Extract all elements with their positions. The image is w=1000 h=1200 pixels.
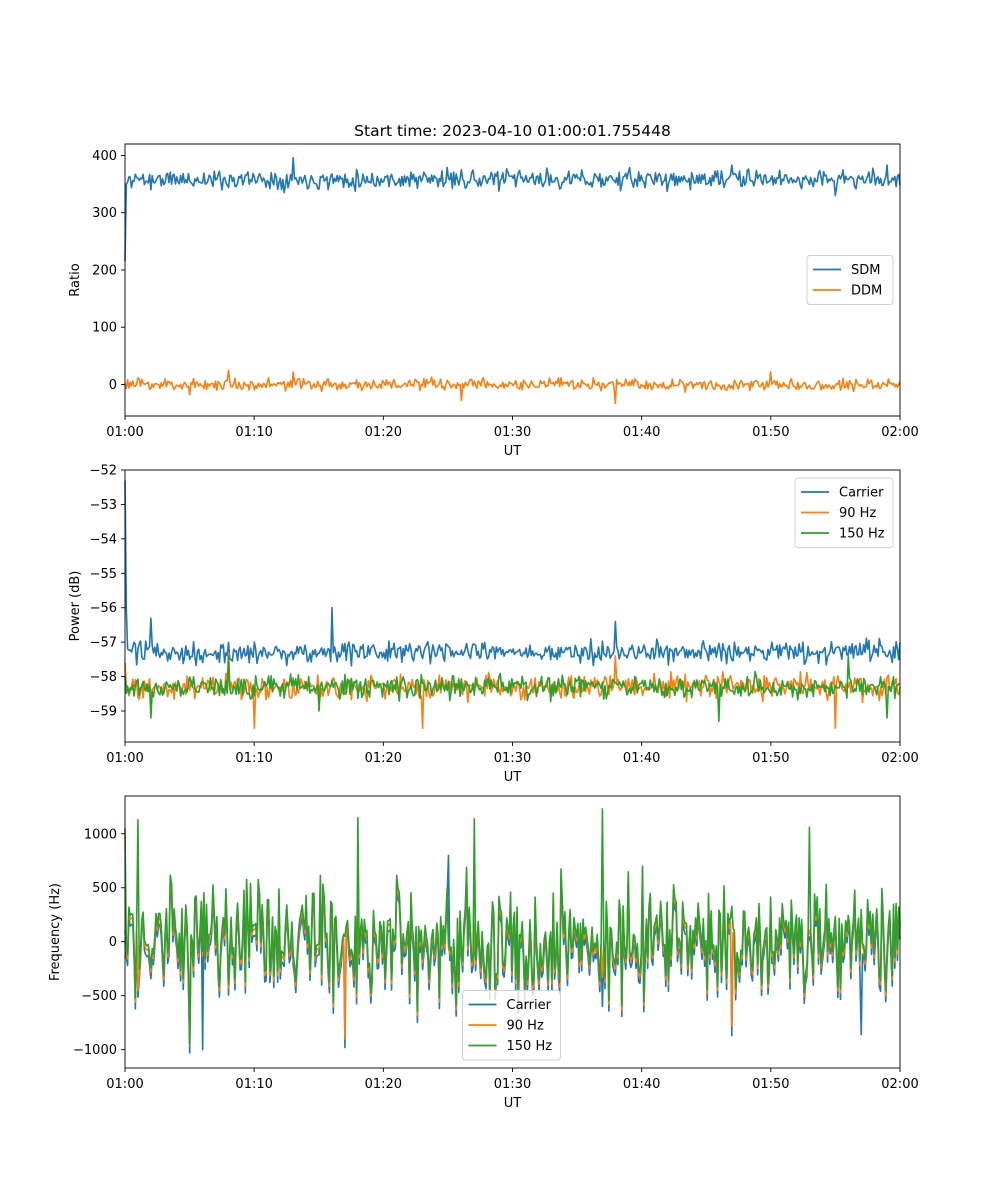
legend: Carrier 90 Hz 150 Hz: [794, 477, 894, 548]
y-tick-label: 1000: [84, 827, 117, 842]
chart-panel-2: 01:00 01:10 01:20 01:30 01:40 01:50 02:00 −59 −5…: [68, 464, 919, 786]
legend-label: 90 Hz: [507, 1019, 544, 1034]
legend-box: [806, 255, 894, 305]
legend-label: DDM: [851, 284, 882, 299]
y-tick-label: 300: [92, 206, 117, 221]
legend-box: [794, 477, 894, 548]
x-tick-label: 01:10: [235, 1077, 272, 1092]
series-line-carrier: [124, 480, 901, 667]
x-axis-label: UT: [504, 444, 522, 459]
x-tick-label: 01:20: [365, 1077, 402, 1092]
series-line-90-hz: [124, 651, 901, 730]
y-tick-label: 200: [92, 263, 117, 278]
y-tick-label: −52: [90, 464, 117, 479]
x-tick-label: 01:20: [365, 425, 402, 440]
y-tick-label: −54: [90, 532, 117, 547]
y-tick-label: −57: [90, 636, 117, 651]
x-tick-label: 01:30: [494, 1077, 531, 1092]
legend-label: 90 Hz: [839, 506, 876, 521]
x-tick-label: 01:10: [235, 425, 272, 440]
x-tick-label: 01:00: [106, 1077, 143, 1092]
legend-label: SDM: [851, 263, 880, 278]
series-line-150-hz: [124, 808, 901, 1046]
legend-label: Carrier: [839, 486, 884, 501]
x-tick-label: 01:40: [623, 751, 660, 766]
series-line-sdm: [124, 156, 901, 262]
y-tick-label: 0: [109, 378, 117, 393]
x-tick-label: 02:00: [881, 1077, 918, 1092]
legend: Carrier 90 Hz 150 Hz: [462, 990, 561, 1061]
y-tick-label: −56: [90, 601, 117, 616]
x-axis-label: UT: [504, 1096, 522, 1111]
y-tick-label: −59: [90, 705, 117, 720]
y-tick-label: 100: [92, 321, 117, 336]
y-tick-label: −500: [81, 989, 117, 1004]
x-tick-label: 02:00: [881, 751, 918, 766]
y-axis-label: Power (dB): [68, 571, 83, 642]
x-tick-label: 01:40: [623, 425, 660, 440]
x-tick-label: 01:10: [235, 751, 272, 766]
x-tick-label: 01:50: [752, 425, 789, 440]
y-tick-label: −58: [90, 670, 117, 685]
series-line-ddm: [124, 369, 901, 405]
x-tick-label: 02:00: [881, 425, 918, 440]
chart-title: Start time: 2023-04-10 01:00:01.755448: [354, 122, 671, 140]
y-tick-label: 500: [92, 881, 117, 896]
x-tick-label: 01:50: [752, 751, 789, 766]
x-tick-label: 01:40: [623, 1077, 660, 1092]
x-tick-label: 01:00: [106, 751, 143, 766]
y-tick-label: −55: [90, 567, 117, 582]
series-line-150-hz: [124, 655, 901, 723]
x-tick-label: 01:20: [365, 751, 402, 766]
y-axis-label: Frequency (Hz): [48, 883, 63, 981]
x-tick-label: 01:50: [752, 1077, 789, 1092]
legend: SDM DDM: [806, 255, 894, 305]
chart-panel-3: 01:00 01:10 01:20 01:30 01:40 01:50 02:00 −1000…: [48, 795, 919, 1111]
legend-label: 150 Hz: [507, 1039, 553, 1054]
x-tick-label: 01:30: [494, 425, 531, 440]
x-axis-label: UT: [504, 770, 522, 785]
x-tick-label: 01:00: [106, 425, 143, 440]
y-tick-label: −1000: [73, 1043, 117, 1058]
legend-box: [462, 990, 561, 1061]
chart-panel-1: 01:00 01:10 01:20 01:30 01:40 01:50 02:00 0 100 2…: [68, 122, 919, 459]
legend-label: 150 Hz: [839, 527, 885, 542]
y-axis-label: Ratio: [68, 263, 83, 296]
y-tick-label: 0: [109, 935, 117, 950]
y-tick-label: 400: [92, 149, 117, 164]
x-tick-label: 01:30: [494, 751, 531, 766]
legend-label: Carrier: [507, 998, 552, 1013]
y-tick-label: −53: [90, 498, 117, 513]
